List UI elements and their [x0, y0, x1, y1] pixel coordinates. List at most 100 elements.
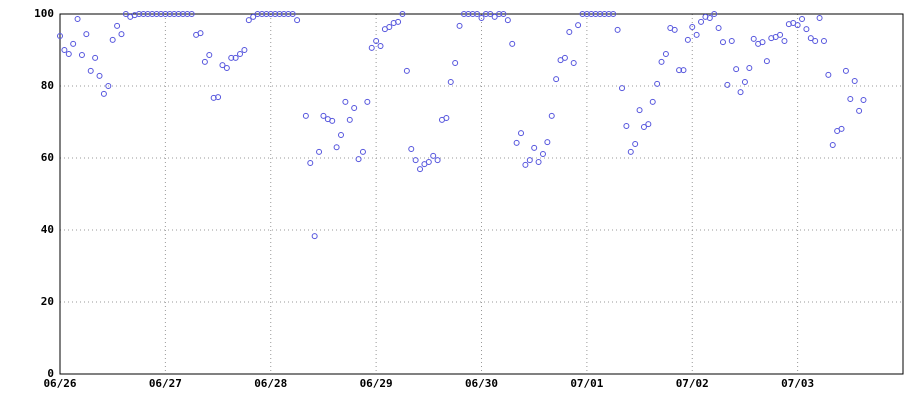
data-point: [386, 23, 393, 30]
data-point: [364, 98, 371, 105]
data-point: [478, 14, 485, 21]
data-point: [346, 116, 353, 123]
x-tick-label: 06/26: [43, 377, 76, 390]
data-point: [825, 71, 832, 78]
data-point: [662, 50, 669, 57]
data-point: [816, 14, 823, 21]
x-tick-label: 06/28: [254, 377, 287, 390]
data-point: [737, 89, 744, 96]
data-point: [122, 11, 129, 17]
y-tick-label: 40: [41, 223, 54, 236]
data-point: [61, 47, 68, 53]
data-point: [70, 40, 77, 47]
data-point: [215, 94, 222, 101]
data-point: [162, 11, 169, 17]
data-point: [640, 124, 647, 131]
data-point: [78, 52, 85, 59]
data-point: [829, 142, 836, 149]
data-point: [403, 67, 410, 74]
data-point: [588, 11, 595, 17]
data-point: [719, 39, 726, 46]
data-point: [105, 83, 112, 89]
data-point: [706, 14, 713, 21]
data-point: [583, 11, 590, 17]
data-point: [671, 26, 678, 33]
data-point: [263, 11, 270, 17]
data-point: [799, 16, 806, 23]
data-point: [592, 11, 599, 17]
data-point: [460, 11, 467, 17]
data-point: [201, 58, 208, 65]
data-point: [601, 11, 608, 17]
data-point: [812, 38, 819, 44]
data-point: [698, 18, 705, 25]
data-point: [715, 25, 722, 32]
data-point: [741, 79, 748, 86]
data-point: [206, 52, 213, 59]
data-point: [157, 11, 164, 17]
data-point: [329, 117, 336, 124]
data-point: [553, 76, 560, 83]
data-point: [566, 29, 573, 35]
data-point: [689, 23, 696, 30]
data-point: [302, 112, 309, 119]
data-point: [232, 54, 239, 61]
data-point: [447, 79, 454, 86]
data-point: [219, 62, 226, 69]
data-point: [561, 54, 568, 61]
data-point: [548, 112, 555, 119]
data-point: [92, 54, 99, 61]
data-point: [223, 65, 230, 71]
data-point: [57, 32, 63, 39]
data-point: [333, 144, 340, 151]
data-point: [285, 11, 292, 17]
data-point: [509, 40, 516, 47]
y-tick-label: 100: [34, 7, 54, 20]
data-point: [210, 94, 217, 101]
data-point: [531, 144, 538, 151]
data-point: [623, 122, 630, 129]
data-point: [153, 11, 160, 17]
data-point: [513, 139, 520, 146]
data-point: [526, 157, 533, 164]
y-tick-label: 60: [41, 151, 54, 164]
data-point: [500, 11, 507, 17]
plot-frame: [59, 13, 904, 375]
data-point: [430, 152, 437, 159]
data-point: [338, 131, 344, 138]
data-point: [522, 161, 529, 168]
data-point: [781, 38, 788, 44]
data-point: [838, 125, 845, 132]
data-point: [820, 38, 827, 44]
data-point: [465, 11, 472, 17]
data-point: [276, 11, 283, 17]
data-point: [65, 50, 72, 57]
data-point: [487, 11, 494, 17]
data-point: [399, 11, 406, 17]
data-point: [750, 35, 757, 42]
data-point: [136, 11, 143, 17]
data-point: [777, 31, 784, 38]
data-point: [250, 13, 257, 20]
data-point: [469, 11, 476, 17]
data-point: [258, 11, 265, 17]
data-point: [237, 50, 244, 57]
data-point: [728, 38, 735, 44]
data-point: [724, 81, 731, 88]
data-point: [619, 85, 625, 92]
data-point: [294, 17, 301, 24]
data-point: [860, 97, 867, 104]
data-point: [307, 160, 314, 167]
data-point: [87, 67, 94, 74]
data-point: [807, 35, 814, 42]
data-point: [851, 77, 858, 84]
data-point: [83, 31, 90, 38]
data-point: [763, 58, 770, 65]
data-point: [188, 11, 195, 17]
data-point: [627, 148, 634, 155]
data-point: [144, 11, 151, 17]
data-point: [267, 11, 274, 17]
data-point: [491, 13, 498, 20]
x-tick-label: 06/30: [465, 377, 498, 390]
data-point: [693, 31, 700, 38]
